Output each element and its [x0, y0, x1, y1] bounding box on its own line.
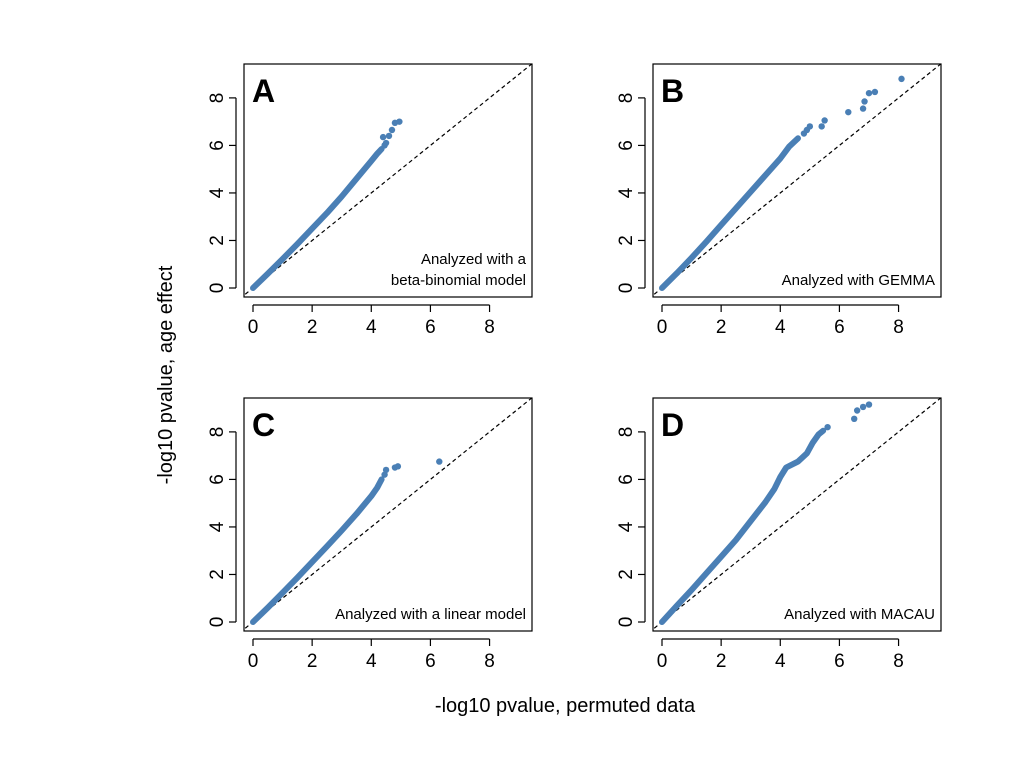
- x-tick-label: 0: [657, 651, 668, 672]
- panel-plot-area: [653, 398, 941, 631]
- data-point: [382, 139, 390, 147]
- data-point: [806, 123, 814, 130]
- data-point: [388, 126, 396, 134]
- x-tick-label: 6: [425, 317, 436, 338]
- panel-annotation-line: Analyzed with GEMMA: [782, 272, 935, 289]
- y-tick-label: 6: [616, 474, 637, 485]
- y-tick-label: 2: [616, 235, 637, 246]
- data-point: [818, 123, 825, 130]
- x-tick-label: 2: [716, 317, 727, 338]
- data-point: [821, 117, 828, 124]
- y-tick-label: 8: [616, 427, 637, 438]
- data-points-dense: [659, 427, 827, 625]
- y-tick-label: 4: [616, 187, 637, 198]
- panel-c: 0 2 4 6 8 0 2 4 6 8 C Analyzed with a linear model: [207, 397, 533, 672]
- y-tick-label: 2: [207, 235, 228, 246]
- data-point: [396, 118, 403, 125]
- data-points-dense: [659, 135, 801, 291]
- data-point: [898, 75, 905, 83]
- y-tick-label: 8: [616, 93, 637, 104]
- data-point: [382, 466, 390, 474]
- x-tick-label: 8: [484, 651, 495, 672]
- y-tick-label: 0: [616, 283, 637, 294]
- y-tick-label: 4: [616, 521, 637, 532]
- x-tick-label: 0: [248, 651, 259, 672]
- y-tick-label: 4: [207, 187, 228, 198]
- x-tick-label: 4: [775, 651, 786, 672]
- data-points-dense: [250, 476, 385, 625]
- panel-d: 0 2 4 6 8 0 2 4 6 8 D Analyzed with MACAU: [616, 397, 942, 672]
- x-tick-label: 4: [366, 317, 377, 338]
- panel-b: 0 2 4 6 8 0 2 4 6 8 B Analyzed with GEMMA: [616, 63, 942, 338]
- x-tick-label: 4: [366, 651, 377, 672]
- data-point: [436, 458, 443, 465]
- panel-plot-area: [244, 64, 532, 297]
- data-point: [853, 407, 861, 414]
- panel-letter: D: [661, 407, 684, 443]
- data-point: [845, 108, 852, 116]
- x-tick-label: 8: [893, 317, 904, 338]
- y-tick-label: 2: [616, 569, 637, 580]
- x-tick-label: 0: [248, 317, 259, 338]
- data-point: [379, 133, 387, 141]
- x-tick-label: 6: [834, 317, 845, 338]
- y-tick-label: 0: [616, 617, 637, 628]
- panel-a: 0 2 4 6 8 0 2 4 6 8 A Analyzed with a beta-binomial …: [207, 63, 533, 338]
- panel-frame: [243, 63, 533, 298]
- data-point: [394, 463, 402, 470]
- x-tick-label: 8: [484, 317, 495, 338]
- panel-annotation-line: Analyzed with a: [421, 251, 527, 268]
- y-axis-title: -log10 pvalue, age effect: [155, 265, 177, 484]
- data-point: [859, 403, 867, 411]
- x-tick-label: 4: [775, 317, 786, 338]
- y-tick-label: 0: [207, 617, 228, 628]
- panel-frame: [652, 397, 942, 632]
- y-tick-label: 2: [207, 569, 228, 580]
- panel-letter: A: [252, 73, 275, 109]
- data-point: [385, 132, 393, 140]
- x-tick-label: 6: [834, 651, 845, 672]
- panel-letter: C: [252, 407, 275, 443]
- panel-frame: [652, 63, 942, 298]
- panel-annotation-line: Analyzed with a linear model: [335, 606, 526, 623]
- x-axis-title: -log10 pvalue, permuted data: [435, 695, 696, 717]
- data-point: [851, 415, 858, 423]
- y-tick-label: 6: [207, 474, 228, 485]
- data-point: [865, 89, 873, 97]
- y-tick-label: 8: [207, 93, 228, 104]
- data-point: [865, 401, 873, 408]
- panel-frame: [243, 397, 533, 632]
- x-tick-label: 6: [425, 651, 436, 672]
- panel-letter: B: [661, 73, 684, 109]
- y-tick-label: 8: [207, 427, 228, 438]
- x-tick-label: 0: [657, 317, 668, 338]
- data-points-dense: [250, 146, 385, 291]
- y-tick-label: 6: [616, 140, 637, 151]
- y-tick-label: 0: [207, 283, 228, 294]
- y-tick-label: 4: [207, 521, 228, 532]
- panel-plot-area: [653, 64, 941, 297]
- panel-annotation-line: Analyzed with MACAU: [784, 606, 935, 623]
- x-tick-label: 2: [307, 651, 318, 672]
- x-tick-label: 2: [307, 317, 318, 338]
- data-point: [861, 98, 868, 105]
- panel-plot-area: [244, 398, 532, 631]
- data-point: [859, 105, 867, 112]
- x-tick-label: 8: [893, 651, 904, 672]
- data-point: [871, 88, 879, 96]
- panels: 0 2 4 6 8 0 2 4 6 8 A Analyzed with a beta-binomial …: [207, 63, 942, 672]
- data-point: [824, 423, 831, 431]
- x-tick-label: 2: [716, 651, 727, 672]
- y-tick-label: 6: [207, 140, 228, 151]
- panel-annotation-line: beta-binomial model: [391, 272, 526, 289]
